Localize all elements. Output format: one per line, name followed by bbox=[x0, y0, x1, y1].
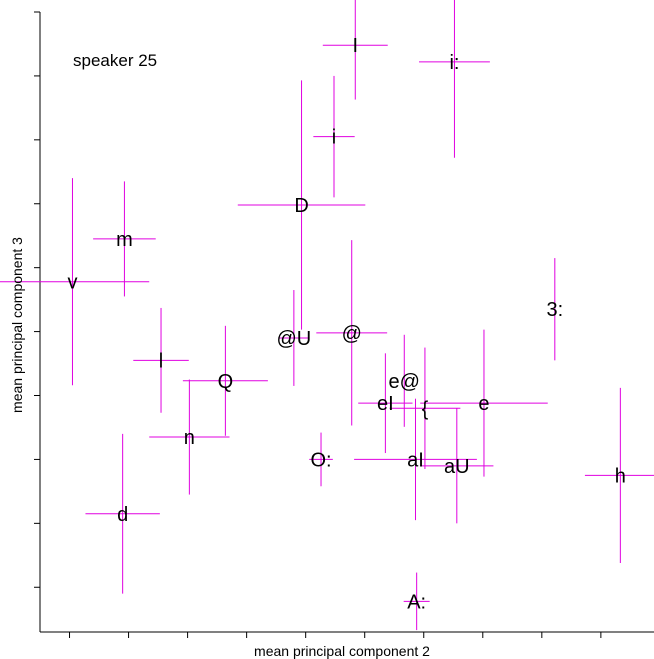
point-label-5: v bbox=[67, 272, 77, 294]
point-label-12: eI bbox=[377, 393, 394, 415]
point-label-0: I bbox=[352, 35, 358, 57]
point-label-10: Q bbox=[218, 371, 234, 393]
point-label-2: i bbox=[332, 127, 336, 149]
point-label-17: aI bbox=[407, 449, 424, 471]
point-label-7: @U bbox=[276, 328, 311, 350]
point-label-14: e bbox=[478, 393, 489, 415]
speaker-annotation: speaker 25 bbox=[73, 51, 157, 70]
point-label-13: { bbox=[422, 398, 429, 420]
point-label-15: n bbox=[184, 427, 195, 449]
point-label-3: D bbox=[294, 195, 308, 217]
point-label-4: m bbox=[116, 229, 133, 251]
y-axis-label: mean principal component 3 bbox=[9, 237, 25, 413]
point-labels: Ii: i Dm v 3: @U @ l Q e@eI { e n O: aI aU h d A: bbox=[67, 35, 625, 613]
point-label-21: A: bbox=[407, 591, 426, 613]
point-label-11: e@ bbox=[389, 371, 420, 393]
x-axis-label: mean principal component 2 bbox=[254, 643, 430, 659]
point-label-6: 3: bbox=[546, 299, 563, 321]
y-ticks bbox=[34, 11, 40, 588]
error-bars bbox=[0, 0, 654, 631]
point-label-8: @ bbox=[342, 323, 362, 345]
point-label-20: d bbox=[117, 504, 128, 526]
point-label-16: O: bbox=[310, 449, 331, 471]
point-label-9: l bbox=[159, 350, 163, 372]
plot-frame bbox=[39, 12, 654, 633]
x-ticks bbox=[69, 632, 602, 638]
point-label-18: aU bbox=[444, 456, 470, 478]
point-label-19: h bbox=[615, 465, 626, 487]
point-label-1: i: bbox=[449, 52, 459, 74]
